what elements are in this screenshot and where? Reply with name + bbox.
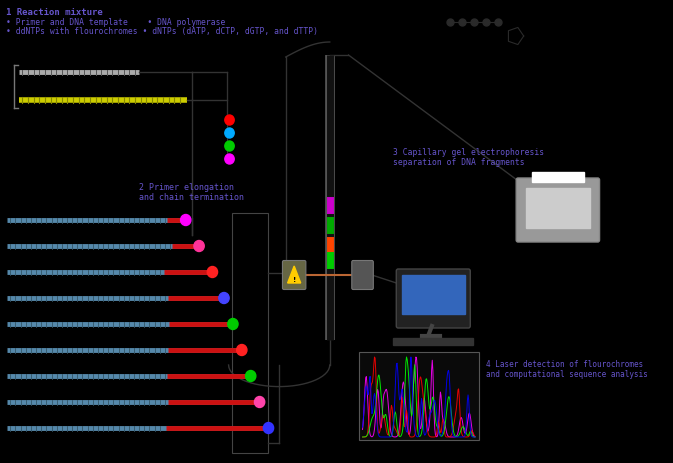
- FancyBboxPatch shape: [516, 178, 600, 242]
- Bar: [394, 338, 473, 345]
- Circle shape: [254, 396, 264, 407]
- Text: 3 Capillary gel electrophoresis
separation of DNA fragments: 3 Capillary gel electrophoresis separati…: [394, 148, 544, 168]
- Text: • Primer and DNA template    • DNA polymerase: • Primer and DNA template • DNA polymera…: [5, 18, 225, 27]
- Circle shape: [225, 115, 234, 125]
- FancyBboxPatch shape: [283, 261, 306, 289]
- Circle shape: [246, 370, 256, 382]
- FancyBboxPatch shape: [352, 261, 374, 289]
- Bar: [402, 275, 464, 314]
- FancyBboxPatch shape: [396, 269, 470, 328]
- Circle shape: [194, 240, 204, 251]
- Text: • ddNTPs with flourochromes • dNTPs (dATP, dCTP, dGTP, and dTTP): • ddNTPs with flourochromes • dNTPs (dAT…: [5, 27, 318, 36]
- Text: 1 Reaction mixture: 1 Reaction mixture: [5, 8, 102, 17]
- Text: 2 Primer elongation
and chain termination: 2 Primer elongation and chain terminatio…: [139, 183, 244, 202]
- Bar: [526, 188, 590, 228]
- Bar: [532, 172, 583, 182]
- Circle shape: [225, 141, 234, 151]
- Circle shape: [180, 214, 191, 225]
- Text: 4 Laser detection of flourochromes
and computational sequence analysis: 4 Laser detection of flourochromes and c…: [486, 360, 648, 379]
- Circle shape: [225, 154, 234, 164]
- Circle shape: [227, 319, 238, 330]
- Circle shape: [263, 423, 274, 433]
- Bar: [359, 352, 479, 440]
- Circle shape: [225, 128, 234, 138]
- Circle shape: [207, 267, 217, 277]
- Circle shape: [237, 344, 247, 356]
- Bar: [359, 352, 479, 440]
- Circle shape: [219, 293, 229, 304]
- Text: !: !: [293, 277, 296, 283]
- Polygon shape: [287, 266, 301, 283]
- Bar: [232, 213, 268, 453]
